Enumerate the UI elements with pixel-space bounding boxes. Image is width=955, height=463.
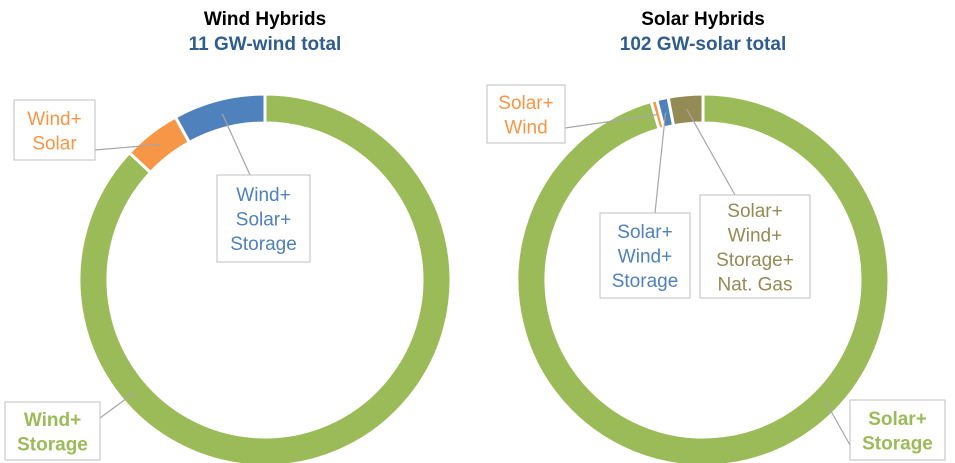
- leader-line: [99, 391, 136, 419]
- leader-line: [686, 108, 736, 196]
- data-label: Wind+: [24, 410, 81, 431]
- label-box: [699, 194, 811, 299]
- data-label: Wind+: [728, 225, 782, 246]
- donut-slice: [77, 92, 453, 463]
- leader-line: [94, 143, 160, 151]
- data-label: Storage: [612, 271, 679, 292]
- data-label: Solar+: [498, 93, 553, 114]
- data-label: Wind+: [236, 185, 290, 206]
- data-label: Solar+: [617, 222, 672, 243]
- data-label: Solar: [32, 133, 77, 154]
- donut-slice: [515, 92, 891, 463]
- chart-subtitle: 11 GW-wind total: [189, 34, 342, 55]
- data-label: Wind+: [618, 247, 672, 268]
- label-box: [849, 399, 946, 461]
- data-label: Storage: [230, 234, 297, 255]
- chart-title: Wind Hybrids: [204, 9, 326, 30]
- data-label: Solar+: [236, 210, 291, 231]
- data-label: Wind: [504, 117, 547, 138]
- leader-line: [221, 113, 251, 176]
- data-label: Storage: [862, 433, 933, 454]
- donut-slice: [173, 92, 267, 145]
- donut-slice: [666, 92, 705, 128]
- leader-line: [654, 112, 667, 214]
- data-label: Solar+: [727, 201, 782, 222]
- data-label: Solar+: [868, 409, 927, 430]
- data-label: Storage: [17, 434, 88, 455]
- data-label: Nat. Gas: [718, 274, 793, 295]
- label-box: [4, 401, 101, 461]
- data-label: Storage+: [716, 250, 794, 271]
- label-box: [216, 174, 311, 263]
- data-label: Wind+: [27, 109, 81, 130]
- leader-line: [824, 400, 851, 446]
- label-box: [486, 84, 566, 144]
- leader-line: [564, 113, 658, 129]
- chart-subtitle: 102 GW-solar total: [620, 34, 786, 55]
- label-box: [13, 99, 96, 161]
- label-box: [599, 212, 691, 299]
- chart-title: Solar Hybrids: [641, 9, 765, 30]
